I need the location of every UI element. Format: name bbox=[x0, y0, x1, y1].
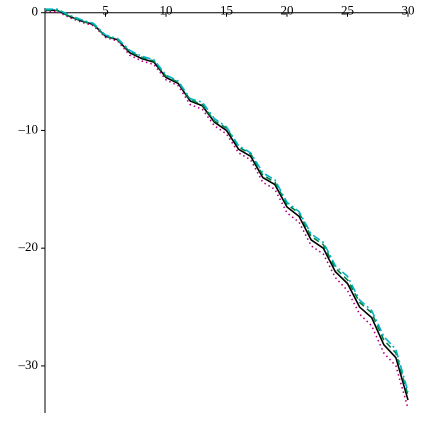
y-tick-label: 0 bbox=[32, 4, 39, 19]
x-tick-label: 25 bbox=[341, 3, 354, 18]
series-line bbox=[45, 9, 409, 396]
series-line bbox=[45, 9, 409, 401]
x-tick-label: 10 bbox=[160, 3, 173, 18]
y-tick-label: –20 bbox=[18, 239, 39, 254]
series-line bbox=[45, 10, 409, 409]
y-tick-label: –10 bbox=[18, 121, 39, 136]
x-tick-label: 15 bbox=[220, 3, 233, 18]
x-tick-label: 20 bbox=[281, 3, 294, 18]
x-tick-label: 30 bbox=[402, 3, 415, 18]
series-line bbox=[45, 8, 409, 393]
x-tick-label: 5 bbox=[102, 3, 109, 18]
y-tick-label: –30 bbox=[18, 357, 39, 372]
